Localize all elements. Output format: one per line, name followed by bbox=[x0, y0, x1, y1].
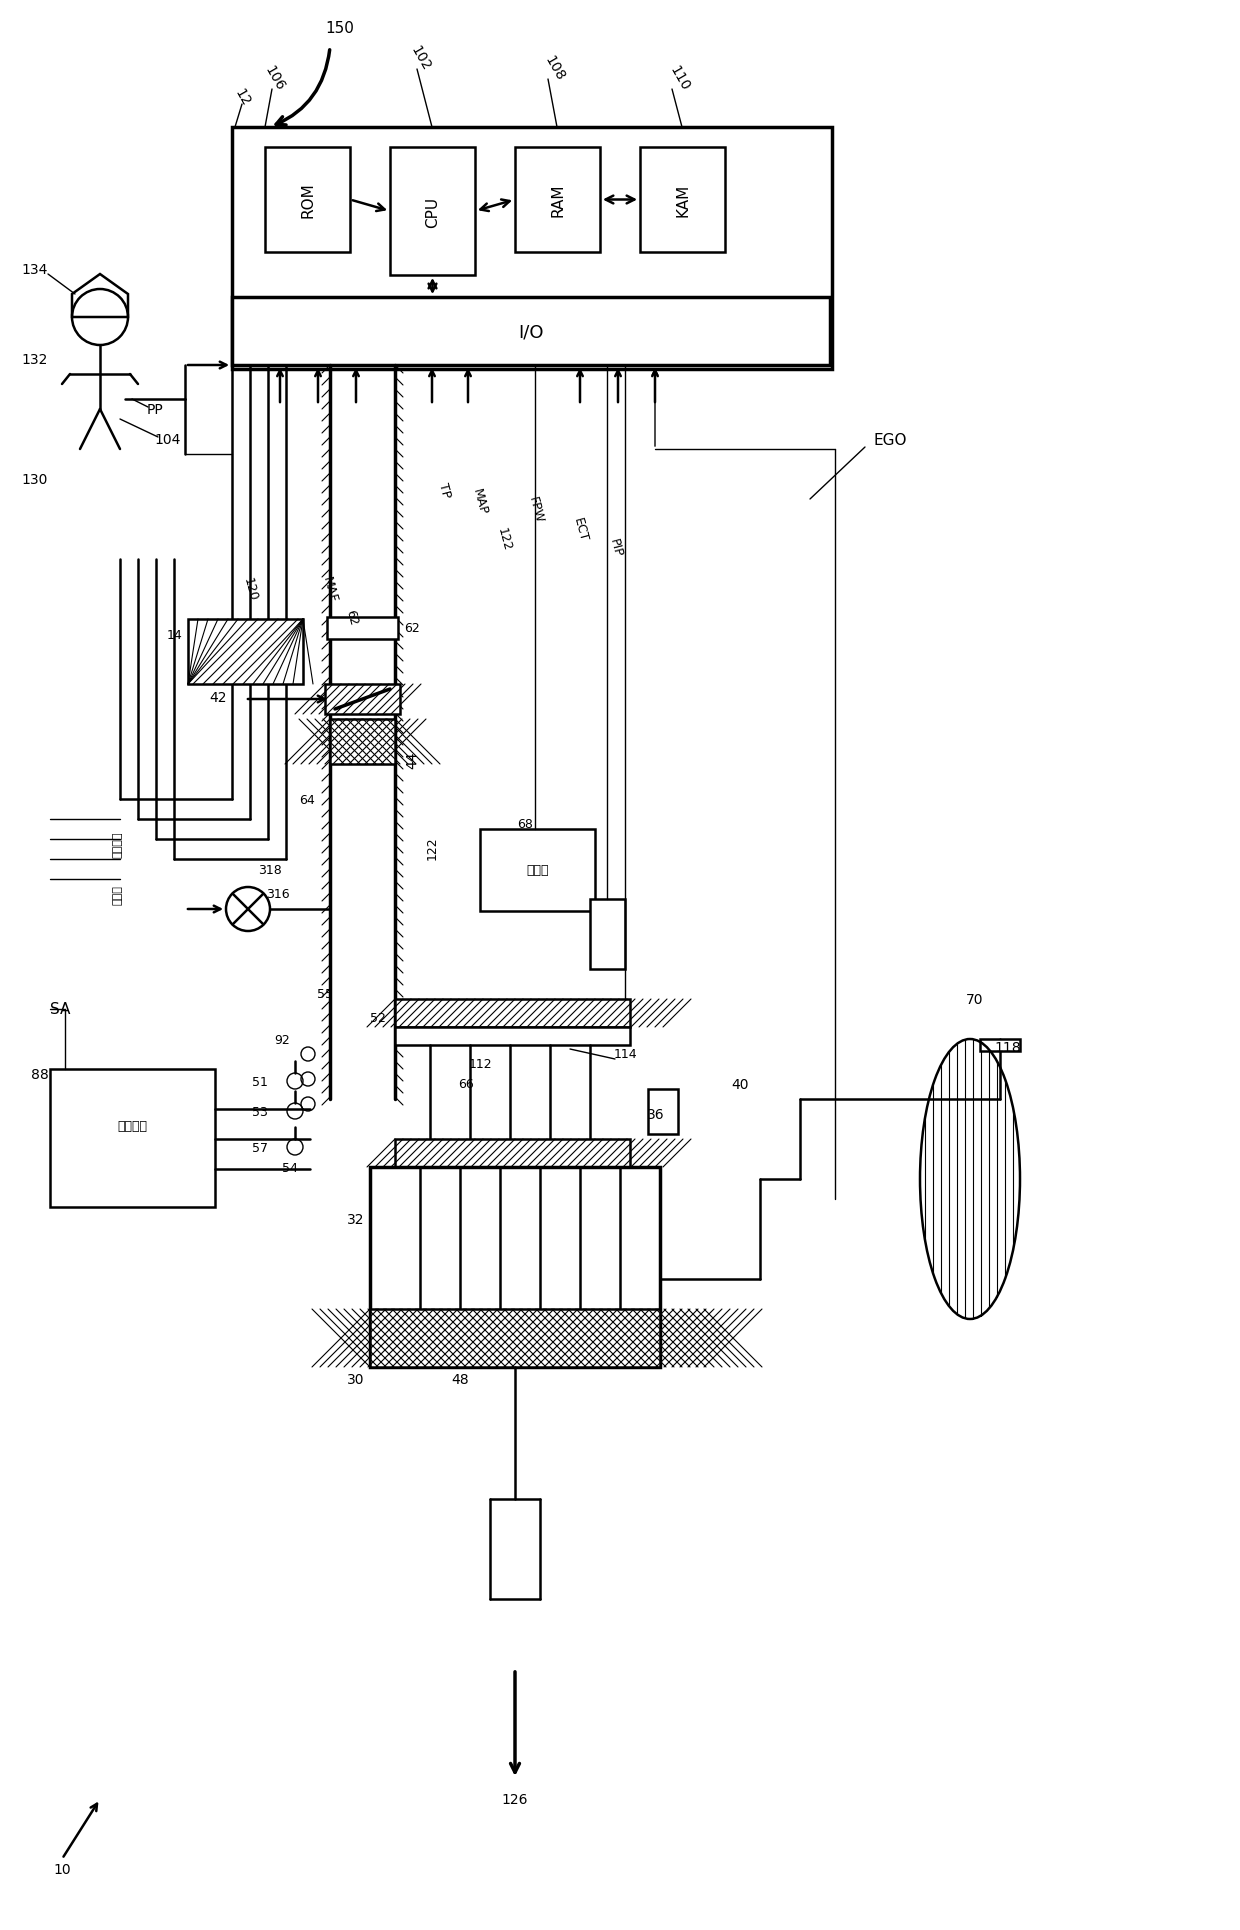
Text: 132: 132 bbox=[22, 353, 48, 367]
Text: 53: 53 bbox=[252, 1106, 268, 1117]
Bar bbox=[396, 1139, 630, 1168]
Bar bbox=[330, 720, 396, 764]
Text: 134: 134 bbox=[22, 262, 48, 276]
Bar bbox=[980, 1040, 1021, 1052]
Bar bbox=[640, 149, 725, 253]
Bar bbox=[396, 1000, 630, 1027]
Bar bbox=[590, 899, 625, 969]
Text: RAM: RAM bbox=[551, 183, 565, 218]
Text: EGO: EGO bbox=[873, 432, 906, 448]
Bar bbox=[370, 1168, 660, 1366]
Text: FPW: FPW bbox=[526, 494, 546, 525]
Text: 66: 66 bbox=[458, 1079, 474, 1090]
Text: 150: 150 bbox=[326, 21, 355, 35]
Text: 51: 51 bbox=[252, 1075, 268, 1089]
Text: 55: 55 bbox=[317, 988, 334, 1002]
Text: ECT: ECT bbox=[570, 517, 589, 542]
Text: 114: 114 bbox=[614, 1048, 637, 1062]
Text: 126: 126 bbox=[502, 1793, 528, 1806]
Text: 106: 106 bbox=[263, 64, 288, 93]
Text: TP: TP bbox=[435, 481, 453, 498]
Bar bbox=[325, 685, 401, 714]
Text: 30: 30 bbox=[347, 1372, 365, 1386]
Bar bbox=[370, 1309, 660, 1366]
Bar bbox=[515, 149, 600, 253]
Text: 88: 88 bbox=[31, 1067, 48, 1081]
Text: 54: 54 bbox=[281, 1162, 298, 1173]
Text: 12: 12 bbox=[232, 87, 253, 110]
Text: 10: 10 bbox=[53, 1862, 71, 1876]
Text: 至燃气控: 至燃气控 bbox=[113, 832, 123, 857]
Text: 92: 92 bbox=[274, 1033, 290, 1046]
Text: 122: 122 bbox=[425, 836, 439, 859]
Bar bbox=[50, 1069, 215, 1208]
Text: 62: 62 bbox=[404, 621, 420, 635]
Text: 57: 57 bbox=[252, 1141, 268, 1154]
Bar bbox=[391, 149, 475, 276]
Text: 112: 112 bbox=[469, 1058, 492, 1071]
Text: 110: 110 bbox=[667, 64, 693, 93]
Text: 318: 318 bbox=[258, 863, 281, 876]
Text: 120: 120 bbox=[241, 577, 259, 602]
Bar bbox=[327, 618, 398, 639]
Text: 点火系统: 点火系统 bbox=[118, 1119, 148, 1133]
Bar bbox=[265, 149, 350, 253]
Text: SA: SA bbox=[50, 1002, 71, 1017]
Text: 118: 118 bbox=[994, 1040, 1022, 1054]
Bar bbox=[188, 620, 303, 685]
Text: 122: 122 bbox=[495, 527, 513, 552]
Text: 驱动器: 驱动器 bbox=[526, 865, 549, 876]
Text: 130: 130 bbox=[22, 473, 48, 486]
Text: PIP: PIP bbox=[608, 537, 625, 558]
Text: KAM: KAM bbox=[675, 183, 689, 216]
Text: MAP: MAP bbox=[470, 486, 490, 517]
Text: 104: 104 bbox=[155, 432, 181, 446]
Bar bbox=[232, 297, 830, 367]
Text: 40: 40 bbox=[732, 1077, 749, 1092]
Text: 52: 52 bbox=[370, 1011, 386, 1025]
Bar bbox=[480, 830, 595, 911]
Text: ROM: ROM bbox=[300, 183, 315, 218]
Circle shape bbox=[72, 290, 128, 345]
Text: 64: 64 bbox=[299, 793, 315, 807]
Text: 制系统: 制系统 bbox=[113, 884, 123, 905]
Bar bbox=[649, 1089, 678, 1135]
Text: 14: 14 bbox=[167, 627, 182, 641]
Bar bbox=[232, 127, 832, 371]
Text: 42: 42 bbox=[210, 691, 227, 704]
Text: 316: 316 bbox=[267, 888, 290, 901]
Text: PP: PP bbox=[146, 403, 164, 417]
Text: 62: 62 bbox=[343, 608, 361, 627]
Text: 44: 44 bbox=[405, 751, 419, 768]
Text: 32: 32 bbox=[347, 1212, 365, 1226]
Text: 48: 48 bbox=[451, 1372, 469, 1386]
Text: 102: 102 bbox=[408, 42, 433, 73]
Text: 36: 36 bbox=[647, 1108, 665, 1121]
Bar bbox=[396, 1027, 630, 1046]
Text: 108: 108 bbox=[542, 52, 568, 83]
Text: 70: 70 bbox=[966, 992, 983, 1006]
Text: CPU: CPU bbox=[425, 197, 440, 228]
Text: 68: 68 bbox=[517, 818, 533, 832]
Text: I/O: I/O bbox=[518, 322, 544, 342]
Text: MAF: MAF bbox=[320, 575, 340, 604]
